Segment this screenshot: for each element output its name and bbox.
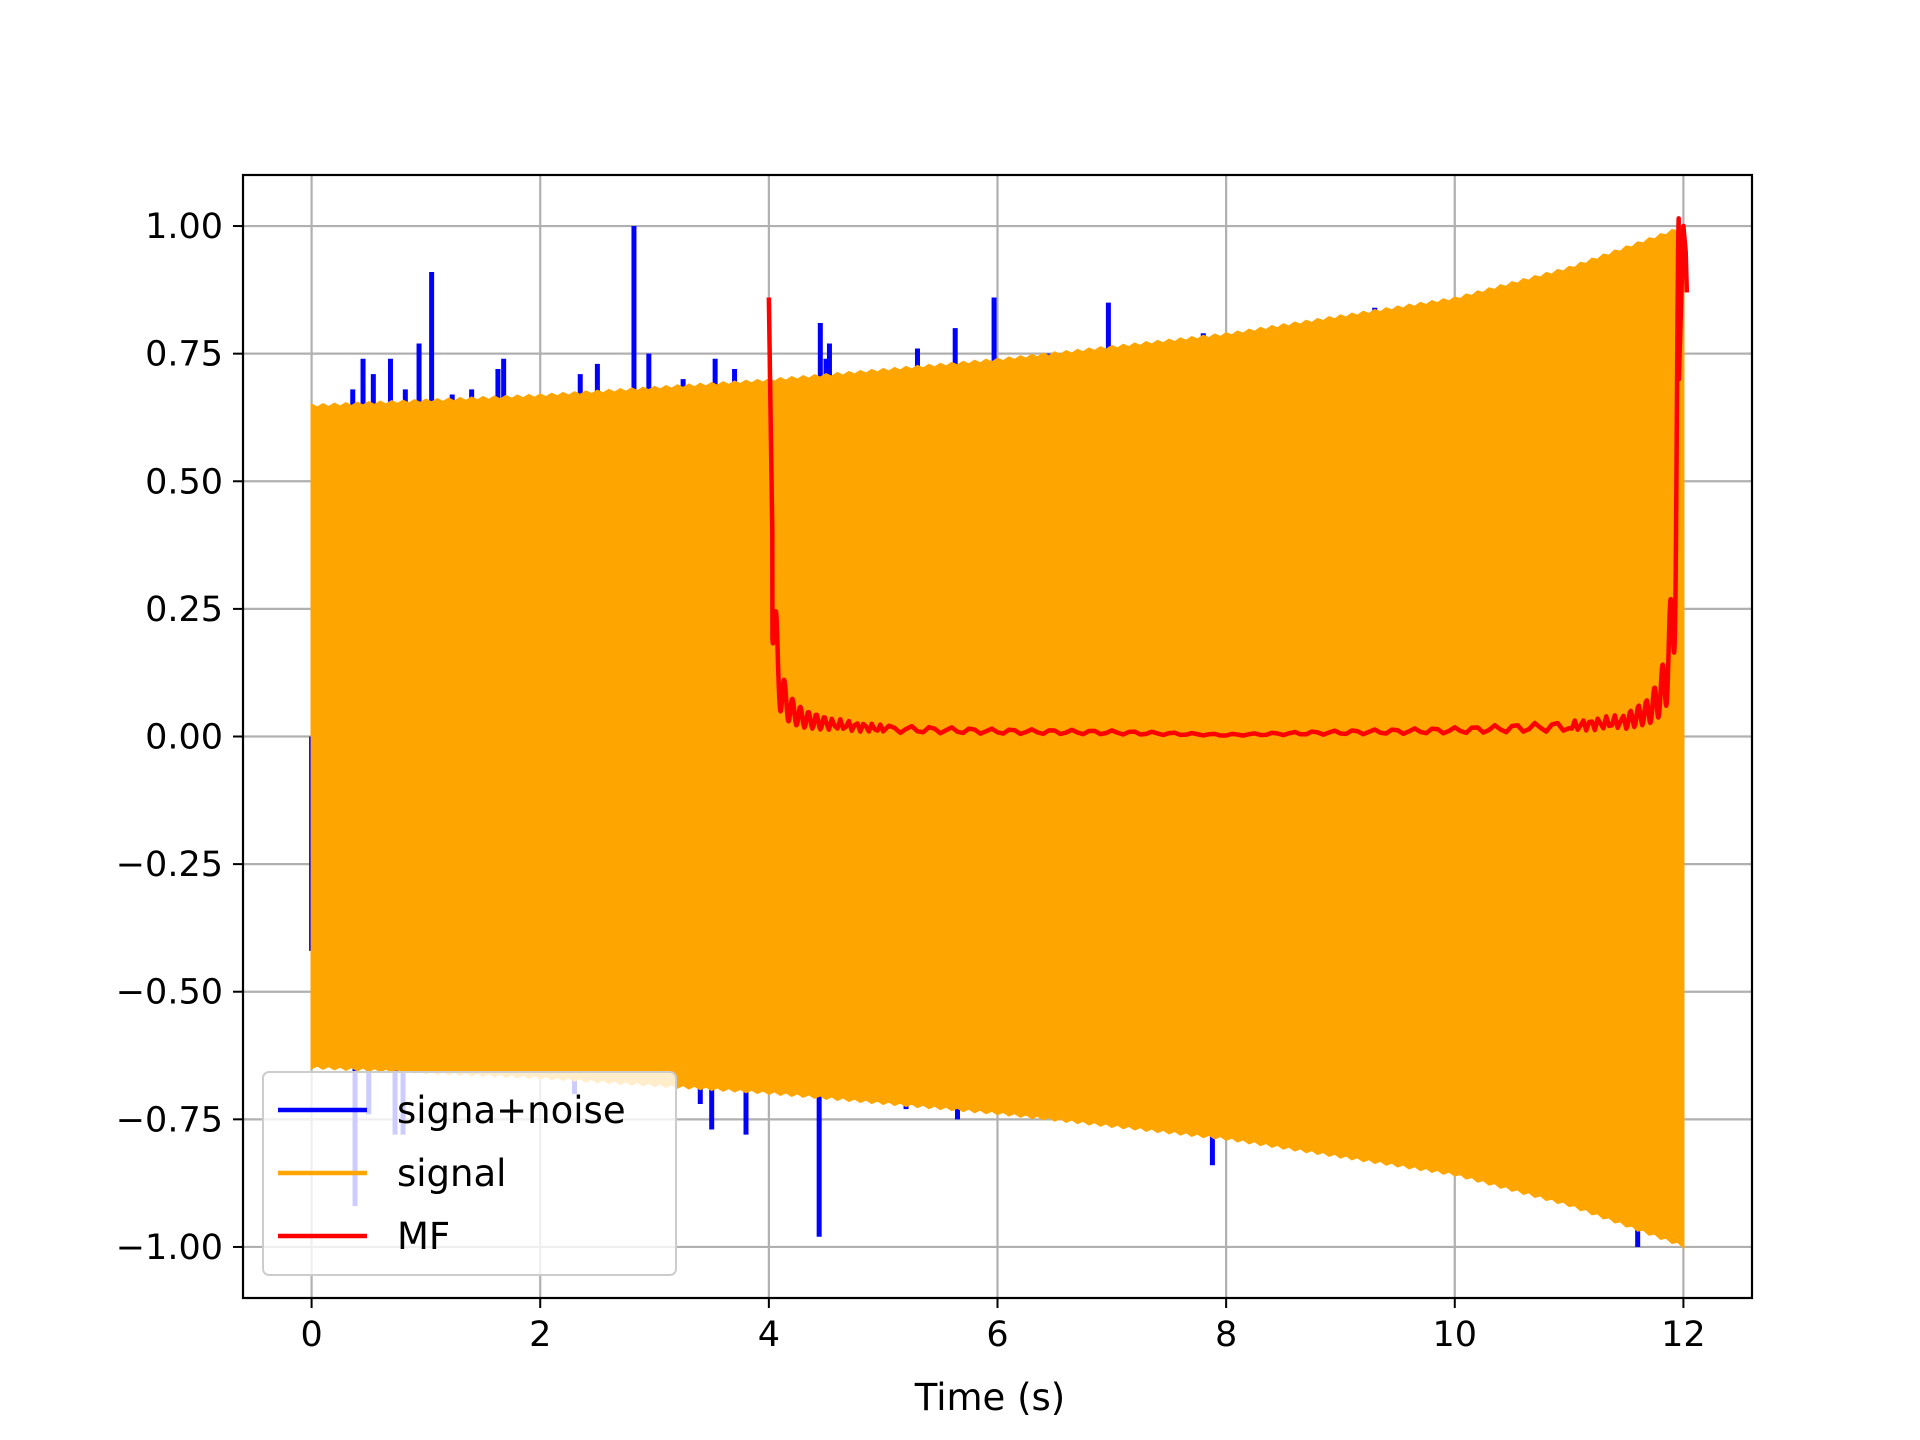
legend-label-1: signal [397,1152,506,1195]
x-axis-label: Time (s) [914,1376,1065,1419]
x-tick-label-0: 0 [300,1315,322,1355]
x-tick-label-6: 12 [1661,1315,1706,1355]
y-tick-label-2: 0.50 [145,462,223,502]
legend-box [262,1071,677,1276]
x-tick-label-1: 2 [529,1315,551,1355]
legend-label-0: signa+noise [397,1089,626,1132]
y-tick-label-7: −0.75 [116,1100,223,1140]
y-tick-label-6: −0.50 [116,973,223,1013]
mf-line [766,216,1690,738]
data-layer [309,216,1690,1250]
y-tick-label-8: −1.00 [116,1228,223,1268]
y-tick-label-1: 0.75 [145,335,223,375]
legend: signa+noise signal MF [262,1071,677,1276]
y-tick-label-3: 0.25 [145,590,223,630]
y-tick-label-0: 1.00 [145,207,223,247]
x-tick-label-3: 6 [986,1315,1008,1355]
legend-label-2: MF [397,1215,450,1258]
x-tick-label-2: 4 [758,1315,780,1355]
y-tick-label-4: 0.00 [145,718,223,758]
plot-area: 0 2 4 6 8 10 12 1.00 0.75 0.50 0.25 0.00 −0.25 −0.50 −… [116,173,1754,1355]
y-tick-label-5: −0.25 [116,845,223,885]
x-tick-label-4: 8 [1215,1315,1237,1355]
x-tick-label-5: 10 [1432,1315,1477,1355]
